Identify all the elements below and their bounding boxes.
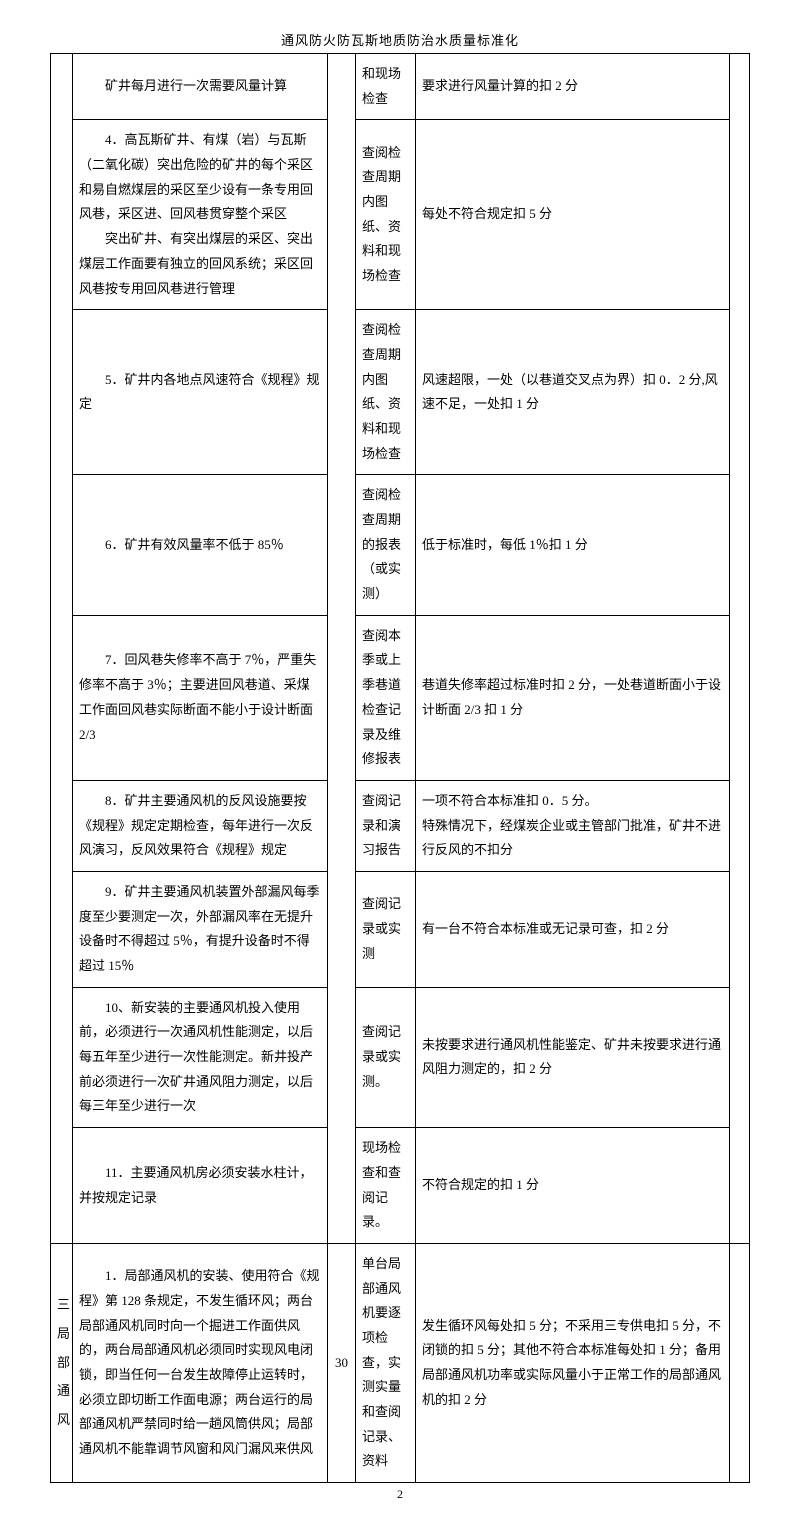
method-cell: 查阅检查周期内图纸、资料和现场检查 [356,310,416,475]
standards-table: 矿井每月进行一次需要风量计算 和现场检查 要求进行风量计算的扣 2 分 4．高瓦… [50,53,750,1483]
desc-cell: 4．高瓦斯矿井、有煤（岩）与瓦斯（二氧化碳）突出危险的矿井的每个采区和易自燃煤层… [73,120,328,310]
method-cell: 单台局部通风机要逐项检查，实测实量和查阅记录、资料 [356,1243,416,1482]
criteria-cell: 未按要求进行通风机性能鉴定、矿井未按要求进行通风阻力测定的，扣 2 分 [416,987,730,1127]
table-row: 9．矿井主要通风机装置外部漏风每季度至少要测定一次，外部漏风率在无提升设备时不得… [51,871,750,987]
table-row: 5．矿井内各地点风速符合《规程》规定 查阅检查周期内图纸、资料和现场检查 风速超… [51,310,750,475]
criteria-cell: 一项不符合本标准扣 0．5 分。 特殊情况下，经煤炭企业或主管部门批准，矿井不进… [416,780,730,871]
method-cell: 查阅检查周期内图纸、资料和现场检查 [356,120,416,310]
table-row: 10、新安装的主要通风机投入使用前，必须进行一次通风机性能测定，以后每五年至少进… [51,987,750,1127]
method-cell: 查阅记录或实测 [356,871,416,987]
table-row: 三 局 部 通 风 1．局部通风机的安装、使用符合《规程》第 128 条规定，不… [51,1243,750,1482]
criteria-cell: 有一台不符合本标准或无记录可查，扣 2 分 [416,871,730,987]
criteria-cell: 风速超限，一处（以巷道交叉点为界）扣 0．2 分,风速不足，一处扣 1 分 [416,310,730,475]
method-cell: 查阅记录和演习报告 [356,780,416,871]
section-cell: 三 局 部 通 风 [51,1243,73,1482]
method-cell: 查阅本季或上季巷道检查记录及维修报表 [356,615,416,780]
table-row: 4．高瓦斯矿井、有煤（岩）与瓦斯（二氧化碳）突出危险的矿井的每个采区和易自燃煤层… [51,120,750,310]
method-cell: 现场检查和查阅记录。 [356,1128,416,1244]
criteria-cell: 要求进行风量计算的扣 2 分 [416,54,730,120]
trailing-cell-empty [730,1243,750,1482]
section-label: 三 局 部 通 风 [57,1297,70,1426]
trailing-cell-empty [730,54,750,1244]
criteria-cell: 发生循环风每处扣 5 分；不采用三专供电扣 5 分，不闭锁的扣 5 分；其他不符… [416,1243,730,1482]
desc-cell: 7．回风巷失修率不高于 7％，严重失修率不高于 3％；主要进回风巷道、采煤工作面… [73,615,328,780]
page-header: 通风防火防瓦斯地质防治水质量标准化 [50,30,750,49]
score-cell: 30 [328,1243,356,1482]
desc-cell: 5．矿井内各地点风速符合《规程》规定 [73,310,328,475]
page-number: 2 [50,1487,750,1502]
criteria-cell: 巷道失修率超过标准时扣 2 分，一处巷道断面小于设计断面 2/3 扣 1 分 [416,615,730,780]
desc-cell: 8．矿井主要通风机的反风设施要按《规程》规定定期检查，每年进行一次反风演习，反风… [73,780,328,871]
score-cell-empty [328,54,356,1244]
method-cell: 查阅检查周期的报表（或实测） [356,475,416,615]
desc-cell: 矿井每月进行一次需要风量计算 [73,54,328,120]
desc-cell: 1．局部通风机的安装、使用符合《规程》第 128 条规定，不发生循环风；两台局部… [73,1243,328,1482]
table-row: 6．矿井有效风量率不低于 85％ 查阅检查周期的报表（或实测） 低于标准时，每低… [51,475,750,615]
section-cell-empty [51,54,73,1244]
desc-cell: 10、新安装的主要通风机投入使用前，必须进行一次通风机性能测定，以后每五年至少进… [73,987,328,1127]
desc-cell: 6．矿井有效风量率不低于 85％ [73,475,328,615]
table-row: 7．回风巷失修率不高于 7％，严重失修率不高于 3％；主要进回风巷道、采煤工作面… [51,615,750,780]
table-row: 8．矿井主要通风机的反风设施要按《规程》规定定期检查，每年进行一次反风演习，反风… [51,780,750,871]
method-cell: 和现场检查 [356,54,416,120]
criteria-cell: 不符合规定的扣 1 分 [416,1128,730,1244]
desc-cell: 9．矿井主要通风机装置外部漏风每季度至少要测定一次，外部漏风率在无提升设备时不得… [73,871,328,987]
desc-cell: 11．主要通风机房必须安装水柱计，并按规定记录 [73,1128,328,1244]
table-row: 矿井每月进行一次需要风量计算 和现场检查 要求进行风量计算的扣 2 分 [51,54,750,120]
criteria-cell: 每处不符合规定扣 5 分 [416,120,730,310]
table-row: 11．主要通风机房必须安装水柱计，并按规定记录 现场检查和查阅记录。 不符合规定… [51,1128,750,1244]
method-cell: 查阅记录或实测。 [356,987,416,1127]
criteria-cell: 低于标准时，每低 1％扣 1 分 [416,475,730,615]
